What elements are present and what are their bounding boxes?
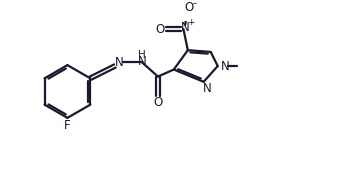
Text: O: O: [153, 96, 163, 108]
Text: N: N: [138, 55, 146, 68]
Text: N: N: [220, 60, 229, 72]
Text: O: O: [155, 23, 164, 36]
Text: O: O: [184, 1, 194, 14]
Text: N: N: [181, 21, 190, 34]
Text: +: +: [187, 18, 194, 27]
Text: -: -: [193, 0, 197, 8]
Text: H: H: [138, 50, 146, 60]
Text: F: F: [64, 119, 71, 132]
Text: N: N: [203, 82, 211, 95]
Text: N: N: [115, 56, 123, 69]
